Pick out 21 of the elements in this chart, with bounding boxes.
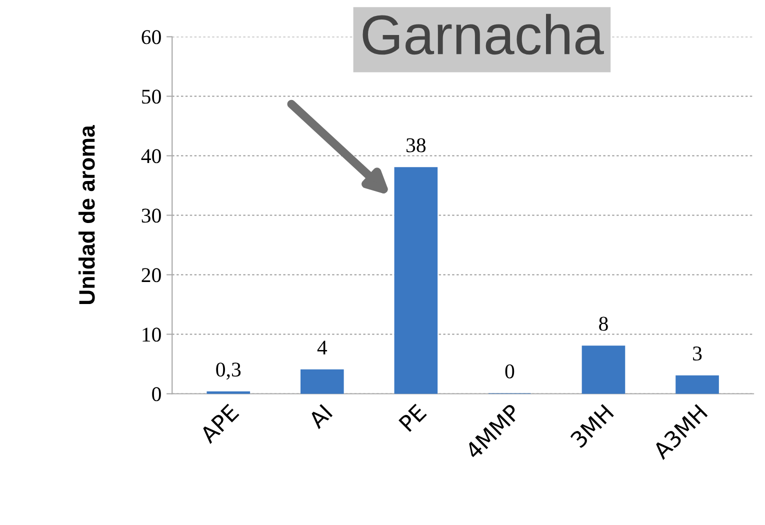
data-label: 38 [406, 138, 426, 152]
bar [300, 369, 344, 394]
bar [676, 375, 719, 394]
y-tick-label: 0 [152, 387, 161, 402]
x-tick-label: PE [398, 404, 427, 432]
data-label: 0,3 [216, 362, 241, 380]
y-axis-title: Unidad de aroma [78, 124, 95, 304]
y-tick-label: 60 [142, 30, 161, 44]
y-tick-label: 50 [142, 90, 161, 104]
data-label: 0 [505, 364, 514, 378]
bar [582, 346, 626, 394]
bar [394, 167, 438, 394]
y-tick-label: 30 [142, 208, 161, 223]
y-tick-label: 40 [141, 149, 161, 164]
data-label: 4 [317, 340, 328, 354]
chart-title: Garnacha [362, 14, 604, 55]
data-label: 3 [693, 346, 702, 361]
x-tick-label: AI [307, 404, 333, 430]
y-tick-label: 20 [142, 268, 161, 282]
y-tick-label: 10 [142, 328, 161, 342]
data-label: 8 [599, 316, 608, 331]
